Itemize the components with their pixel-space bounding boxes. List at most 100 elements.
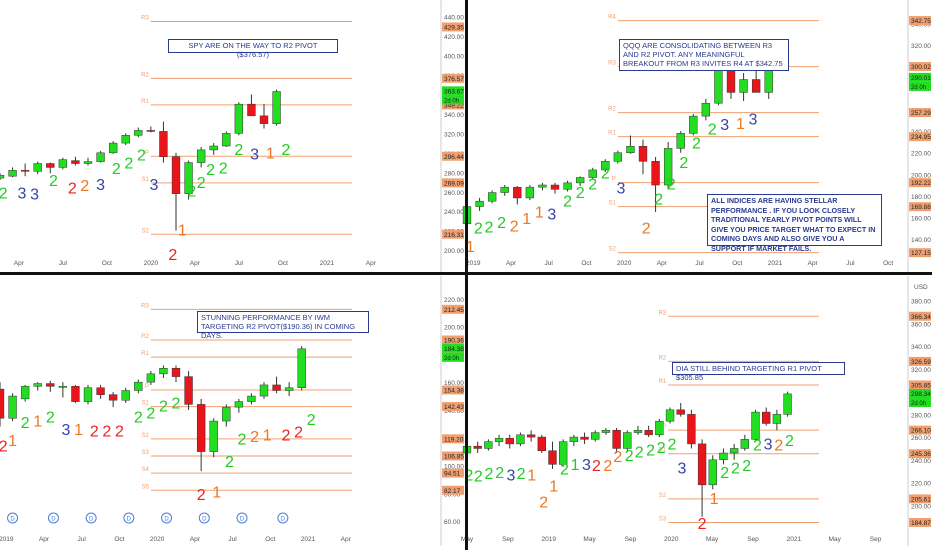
spy-candle [71,160,80,164]
spy-candle [46,163,55,168]
spy-x-tick: Jul [59,260,68,267]
spy-candle [272,91,281,124]
iwm-dividend-letter: D [164,517,169,523]
iwm-dividend-marker [277,512,289,524]
qqq-wave-label: 2 [474,220,483,237]
dia-candle [601,430,611,433]
spy-price-tag-text: 363.67 [444,88,464,95]
dia-candle [537,436,546,451]
iwm-candle [33,383,42,387]
qqq-wave-label: 2 [563,194,572,211]
spy-y-tick: 400.00 [444,54,464,61]
iwm-pivot-label: S4 [142,467,150,473]
dia-x-tick: May [829,536,842,543]
qqq-wave-label: 2 [497,215,506,232]
dia-wave-label: 2 [657,440,666,457]
qqq-candle [689,115,698,134]
dia-wave-label: 2 [720,465,729,482]
iwm-y-tick: 60.00 [444,519,461,526]
dia-price-tag [909,356,931,366]
iwm-wave-label: 2 [102,423,111,440]
qqq-x-tick: 2020 [617,260,632,267]
spy-wave-label: 3 [150,177,159,194]
iwm-wave-label: 2 [197,487,206,504]
qqq-candle [613,152,623,162]
iwm-price-tag [442,434,464,444]
spy-y-tick: 200.00 [444,248,464,255]
dia-price-tag-text: 298.34 [911,391,931,398]
spy-candle [196,149,206,163]
iwm-dividend-marker [85,512,97,524]
spy-price-tag-text: 269.09 [444,180,464,187]
spy-y-tick: 340.00 [444,112,464,119]
dia-candle [719,452,728,461]
qqq-wave-label: 1 [535,204,544,221]
spy-candle [121,135,130,144]
qqq-price-tag [909,62,931,72]
iwm-x-tick: Oct [114,536,124,543]
spy-x-tick: 2021 [320,260,335,267]
dia-x-tick: 2021 [787,536,802,543]
spy-candle [134,130,143,136]
dia-candle [772,414,782,424]
qqq-x-tick: Jul [545,260,554,267]
spy-candle [58,159,68,168]
qqq-price-tag [909,248,931,258]
dia-pivot-label: R3 [658,310,666,316]
spy-pivot-label: S1 [142,177,150,183]
spy-y-tick: 280.00 [444,170,464,177]
dia-wave-label: 2 [560,462,569,479]
spy-price-tag [442,22,464,32]
iwm-dividend-letter: D [240,517,245,523]
qqq-x-tick: Jul [695,260,704,267]
spy-wave-label: 2 [206,162,215,179]
dia-y-tick: 380.00 [911,299,931,306]
spy-candle [33,163,42,172]
iwm-price-tag-text: 82.17 [444,488,461,495]
spy-wave-label: 2 [0,186,8,203]
dia-y-tick: 240.00 [911,458,931,465]
iwm-candle [146,373,156,383]
dia-x-tick: Sep [502,536,514,543]
dia-y-tick: 220.00 [911,481,931,488]
iwm-pivot-label: S1 [142,401,150,407]
qqq-x-tick: Oct [883,260,893,267]
iwm-countdown-tag [442,352,464,362]
qqq-x-tick: 2019 [466,260,481,267]
dia-annotation: DIA STILL BEHIND TARGETING R1 PIVOT $305… [672,362,845,382]
dia-candle [526,434,536,438]
qqq-x-tick: 2021 [768,260,783,267]
dia-wave-label: 3 [507,467,516,484]
qqq-price-tag-text: 192.22 [911,180,931,187]
qqq-candle [726,68,736,93]
spy-price-tag [442,100,464,110]
qqq-candle [751,79,761,93]
dia-wave-label: 2 [625,448,634,465]
qqq-price-tag-text: 169.88 [911,204,931,211]
dia-chart: 200.00220.00240.00260.00280.00300.00320.… [461,276,932,546]
spy-wave-label: 2 [137,148,146,165]
dia-candle [655,420,664,436]
iwm-wave-label: 2 [159,398,168,415]
iwm-chart: 60.0080.00100.00120.00140.00160.00180.00… [0,276,465,546]
qqq-wave-label: 2 [667,176,676,193]
spy-pivot-label: R2 [141,72,149,78]
iwm-candle [284,387,294,391]
qqq-wave-label: 3 [547,206,556,223]
dia-pivot-label: S1 [659,448,667,454]
qqq-chart: 140.00160.00180.00200.00220.00240.00260.… [462,0,932,273]
iwm-x-tick: Jul [78,536,87,543]
dia-candle [740,439,750,449]
iwm-wave-label: 2 [250,429,259,446]
spy-candle [234,103,244,134]
qqq-price-tag [909,202,931,212]
dia-wave-label: 1 [549,479,558,496]
spy-candle [259,115,269,124]
qqq-countdown-tag [909,81,931,91]
qqq-pivot-label: R1 [608,131,616,137]
dia-wave-label: 2 [603,458,612,475]
dia-pivot-label: P [662,424,666,430]
iwm-dividend-marker [236,512,248,524]
dia-wave-label: 1 [571,457,580,474]
iwm-dividend-marker [7,512,19,524]
